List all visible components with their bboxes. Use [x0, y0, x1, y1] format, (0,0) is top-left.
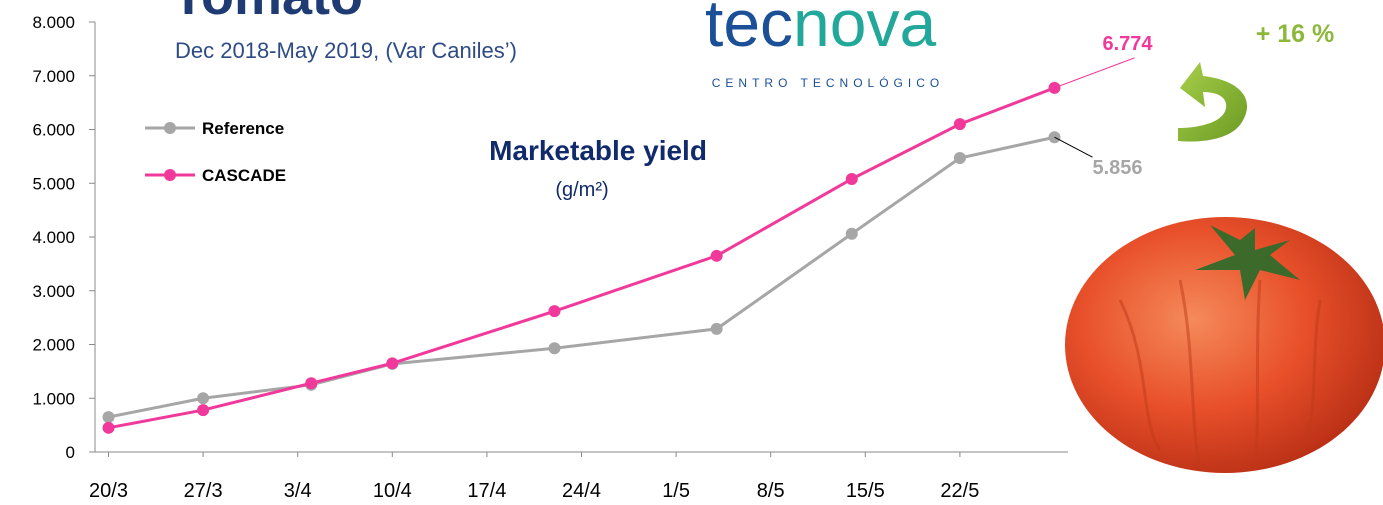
y-tick-label: 3.000: [32, 282, 75, 301]
data-point: [386, 357, 398, 369]
logo-text: tecnova: [705, 0, 936, 60]
chart-subtitle: Dec 2018-May 2019, (Var Caniles’): [175, 38, 517, 63]
chart: Tomato Dec 2018-May 2019, (Var Caniles’)…: [0, 0, 1383, 505]
y-tick-label: 0: [66, 443, 75, 462]
label-leader: [1054, 137, 1092, 157]
data-point: [954, 152, 966, 164]
x-tick-label: 1/5: [662, 480, 690, 502]
legend-marker: [164, 169, 176, 181]
y-tick-label: 8.000: [32, 13, 75, 32]
chart-title: Tomato: [172, 0, 363, 26]
increase-arrow: [1178, 62, 1247, 142]
y-tick-label: 1.000: [32, 389, 75, 408]
data-point: [103, 422, 115, 434]
data-point: [711, 323, 723, 335]
legend-marker: [164, 122, 176, 134]
x-tick-label: 22/5: [940, 480, 979, 502]
x-tick-label: 3/4: [284, 480, 312, 502]
chart-label: Marketable yield: [489, 135, 707, 166]
x-tick-label: 24/4: [562, 480, 601, 502]
x-tick-label: 20/3: [89, 480, 128, 502]
data-point: [954, 118, 966, 130]
x-tick-label: 10/4: [373, 480, 412, 502]
data-point: [197, 404, 209, 416]
value-label: 5.856: [1092, 157, 1142, 179]
y-tick-label: 7.000: [32, 67, 75, 86]
data-point: [197, 392, 209, 404]
unit-label: (g/m²): [555, 179, 608, 201]
data-point: [846, 228, 858, 240]
x-tick-label: 8/5: [757, 480, 785, 502]
tomato-image: [1065, 217, 1383, 473]
data-point: [103, 411, 115, 423]
increase-label: + 16 %: [1256, 20, 1335, 48]
x-tick-label: 17/4: [467, 480, 506, 502]
data-point: [711, 250, 723, 262]
data-point: [846, 173, 858, 185]
logo-part: nova: [793, 0, 936, 60]
data-point: [305, 377, 317, 389]
legend-label: CASCADE: [202, 166, 286, 185]
logo-part: tec: [705, 0, 793, 60]
value-label: 6.774: [1102, 33, 1153, 55]
page: Tomato Dec 2018-May 2019, (Var Caniles’)…: [0, 0, 1383, 505]
y-tick-label: 6.000: [32, 121, 75, 140]
data-point: [548, 342, 560, 354]
legend-label: Reference: [202, 119, 284, 138]
x-tick-label: 27/3: [184, 480, 223, 502]
data-point: [548, 305, 560, 317]
logo-tagline: CENTRO TECNOLÓGICO: [712, 75, 944, 90]
y-tick-label: 5.000: [32, 174, 75, 193]
x-tick-label: 15/5: [846, 480, 885, 502]
y-tick-label: 2.000: [32, 336, 75, 355]
label-leader: [1054, 58, 1134, 88]
y-tick-label: 4.000: [32, 228, 75, 247]
